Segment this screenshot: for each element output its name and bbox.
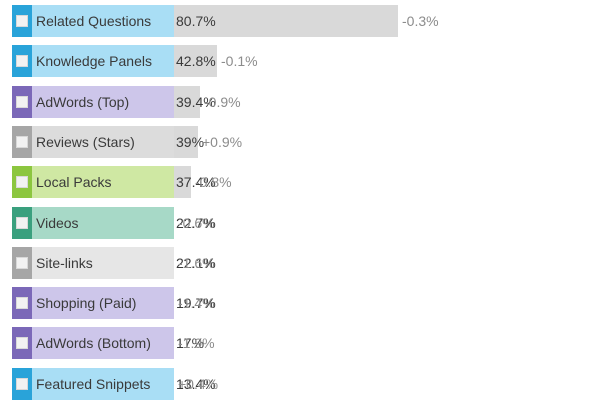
bar	[174, 86, 200, 118]
series-color-swatch	[12, 368, 32, 400]
series-color-swatch	[12, 126, 32, 158]
category-label: AdWords (Bottom)	[32, 327, 174, 359]
series-toggle-checkbox[interactable]	[16, 217, 28, 229]
series-toggle-checkbox[interactable]	[16, 378, 28, 390]
change-label: -0.9%	[204, 94, 241, 110]
series-color-swatch	[12, 166, 32, 198]
bar-value-label: 19.7%	[176, 295, 216, 311]
bar	[174, 5, 398, 37]
category-label: Shopping (Paid)	[32, 287, 174, 319]
change-label: +0.9%	[202, 134, 243, 150]
series-toggle-checkbox[interactable]	[16, 55, 28, 67]
bar-value-label: 42.8%	[176, 53, 216, 69]
series-color-swatch	[12, 45, 32, 77]
category-label: Reviews (Stars)	[32, 126, 174, 158]
category-label: Site-links	[32, 247, 174, 279]
series-toggle-checkbox[interactable]	[16, 136, 28, 148]
change-label: +0.4%	[178, 376, 219, 392]
bar	[174, 45, 217, 77]
series-color-swatch	[12, 86, 32, 118]
bar-value-label: 17%	[176, 335, 205, 351]
series-color-swatch	[12, 5, 32, 37]
bar-value-label: 80.7%	[176, 13, 216, 29]
category-label: Knowledge Panels	[32, 45, 174, 77]
bar-value-label: 13.4%	[176, 376, 216, 392]
bar-value-label: 22.1%	[176, 255, 216, 271]
change-label: -1.4%	[178, 295, 215, 311]
series-toggle-checkbox[interactable]	[16, 15, 28, 27]
bar-value-label: 39.4%	[176, 94, 216, 110]
bar-value-label: 22.7%	[176, 215, 216, 231]
bar-value-label: 37.4%	[176, 174, 216, 190]
series-toggle-checkbox[interactable]	[16, 337, 28, 349]
change-label: -0.1%	[221, 53, 258, 69]
bar	[174, 166, 191, 198]
bar-value-label: 39%	[176, 134, 205, 150]
series-toggle-checkbox[interactable]	[16, 96, 28, 108]
category-label: Featured Snippets	[32, 368, 174, 400]
category-label: Local Packs	[32, 166, 174, 198]
change-label: -1.9%	[178, 335, 215, 351]
series-color-swatch	[12, 287, 32, 319]
series-color-swatch	[12, 327, 32, 359]
change-label: -0.3%	[402, 13, 439, 29]
series-toggle-checkbox[interactable]	[16, 297, 28, 309]
bar	[174, 126, 198, 158]
category-label: Videos	[32, 207, 174, 239]
category-label: Related Questions	[32, 5, 174, 37]
series-color-swatch	[12, 207, 32, 239]
change-label: -0.8%	[195, 174, 232, 190]
category-label: AdWords (Top)	[32, 86, 174, 118]
series-color-swatch	[12, 247, 32, 279]
series-toggle-checkbox[interactable]	[16, 257, 28, 269]
change-label: -0.6%	[178, 215, 215, 231]
change-label: -1.6%	[178, 255, 215, 271]
series-toggle-checkbox[interactable]	[16, 176, 28, 188]
